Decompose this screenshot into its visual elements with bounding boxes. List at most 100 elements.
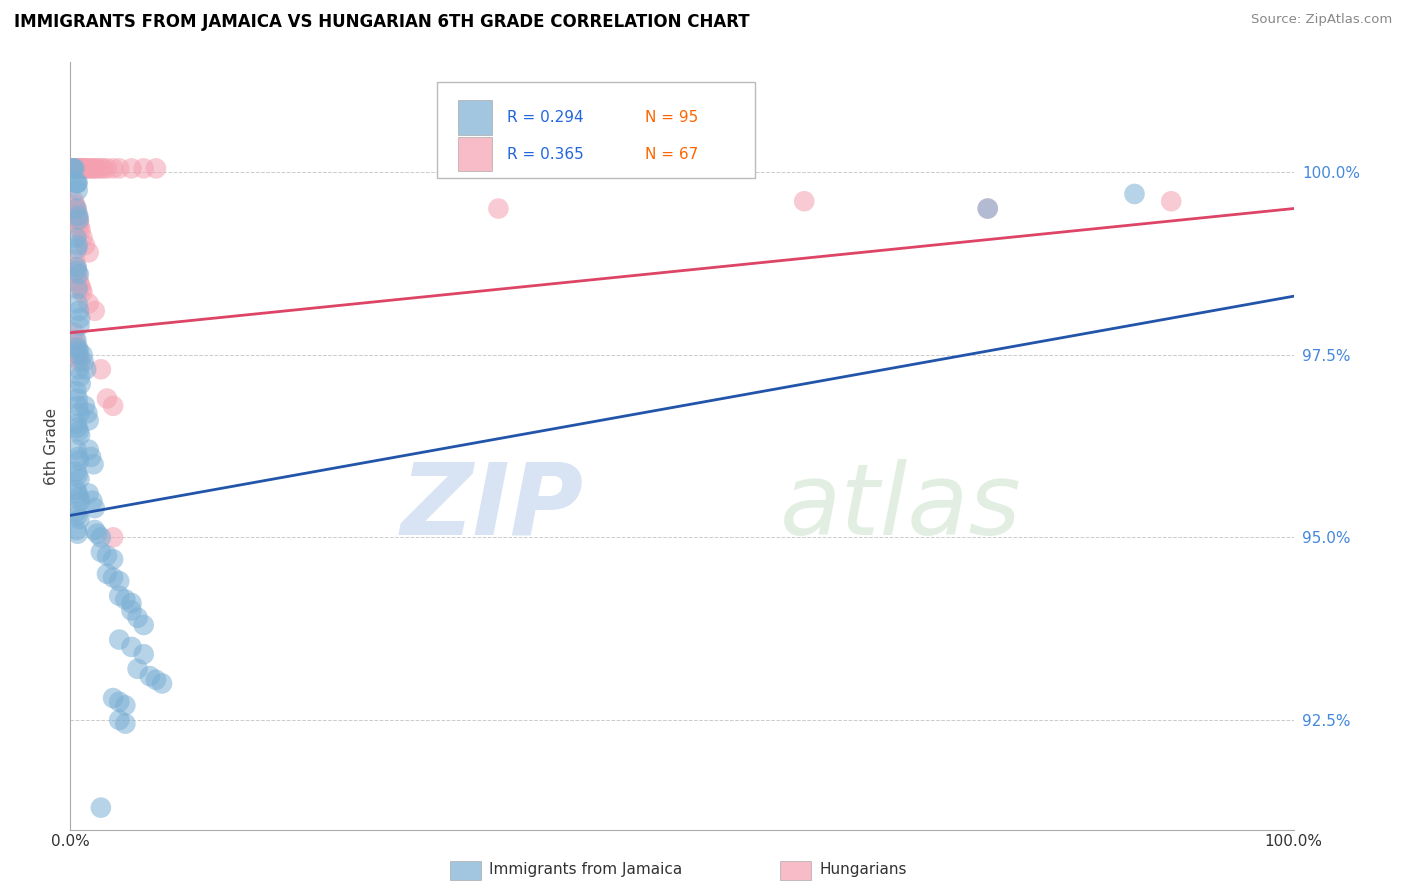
Point xyxy=(96,392,118,406)
Point xyxy=(65,417,87,431)
Point xyxy=(73,161,96,176)
Point xyxy=(132,618,155,632)
Point xyxy=(69,493,91,508)
Point xyxy=(65,231,87,245)
Point xyxy=(96,549,118,563)
Point xyxy=(66,242,89,256)
Point xyxy=(67,490,90,504)
Text: N = 95: N = 95 xyxy=(645,111,699,125)
Point xyxy=(73,355,96,369)
Point xyxy=(101,530,124,544)
Point xyxy=(67,212,90,227)
Point xyxy=(114,716,136,731)
Point xyxy=(65,523,87,537)
Point xyxy=(65,202,87,216)
Point xyxy=(65,161,87,176)
Point xyxy=(69,223,91,237)
Point xyxy=(91,161,114,176)
Point xyxy=(65,260,87,274)
Point xyxy=(101,161,124,176)
Point xyxy=(63,198,86,212)
Point xyxy=(72,161,94,176)
Point xyxy=(62,161,84,176)
Point xyxy=(65,340,87,354)
Point xyxy=(65,483,87,497)
Point xyxy=(66,421,89,435)
Point xyxy=(114,592,136,607)
Text: N = 67: N = 67 xyxy=(645,147,699,162)
Point xyxy=(69,161,91,176)
Point xyxy=(67,344,90,359)
Point xyxy=(69,219,91,234)
Point xyxy=(65,442,87,457)
Point xyxy=(82,493,104,508)
Point xyxy=(73,238,96,252)
FancyBboxPatch shape xyxy=(458,100,492,135)
Point xyxy=(67,209,90,223)
Point xyxy=(108,695,131,709)
Point xyxy=(69,472,91,486)
Point xyxy=(976,202,998,216)
Point xyxy=(67,362,90,376)
Point xyxy=(77,296,100,310)
Point xyxy=(83,501,105,516)
Point xyxy=(145,161,167,176)
Point xyxy=(67,275,90,289)
Point xyxy=(69,318,91,333)
Point xyxy=(69,376,91,391)
Point xyxy=(80,450,103,464)
Point xyxy=(69,278,91,293)
Point xyxy=(150,676,173,690)
Point xyxy=(66,486,89,500)
Point xyxy=(63,333,86,347)
Y-axis label: 6th Grade: 6th Grade xyxy=(44,408,59,484)
Point xyxy=(70,282,93,296)
Point xyxy=(66,508,89,523)
Point xyxy=(1123,186,1146,201)
Text: Source: ZipAtlas.com: Source: ZipAtlas.com xyxy=(1251,13,1392,27)
Point xyxy=(69,406,91,420)
Point xyxy=(66,205,89,219)
Point xyxy=(83,523,105,537)
Point xyxy=(67,161,90,176)
Point xyxy=(63,161,86,176)
Point xyxy=(793,194,815,209)
Point xyxy=(65,260,87,274)
Point xyxy=(69,355,91,369)
Point xyxy=(63,161,86,176)
Text: Immigrants from Jamaica: Immigrants from Jamaica xyxy=(489,863,682,877)
Point xyxy=(67,425,90,439)
Point xyxy=(66,209,89,223)
Point xyxy=(83,303,105,318)
Point xyxy=(83,161,105,176)
Point xyxy=(73,399,96,413)
Point xyxy=(108,632,131,647)
Text: IMMIGRANTS FROM JAMAICA VS HUNGARIAN 6TH GRADE CORRELATION CHART: IMMIGRANTS FROM JAMAICA VS HUNGARIAN 6TH… xyxy=(14,13,749,31)
Point xyxy=(65,176,87,190)
Point xyxy=(65,505,87,519)
Point xyxy=(108,161,131,176)
Point xyxy=(65,384,87,399)
Text: atlas: atlas xyxy=(780,458,1021,556)
Point xyxy=(90,545,112,559)
Point xyxy=(66,176,89,190)
Point xyxy=(108,713,131,727)
Point xyxy=(96,161,118,176)
FancyBboxPatch shape xyxy=(458,136,492,171)
Point xyxy=(66,282,89,296)
Point xyxy=(62,161,84,176)
Point xyxy=(108,589,131,603)
Point xyxy=(114,698,136,713)
Point xyxy=(66,263,89,277)
Point xyxy=(66,468,89,483)
Point xyxy=(73,161,96,176)
Point xyxy=(77,413,100,427)
Point xyxy=(121,161,143,176)
Point xyxy=(66,296,89,310)
Point xyxy=(65,333,87,347)
Point xyxy=(90,362,112,376)
Point xyxy=(72,231,94,245)
Point xyxy=(90,800,112,814)
Point xyxy=(108,574,131,589)
Point xyxy=(63,252,86,267)
